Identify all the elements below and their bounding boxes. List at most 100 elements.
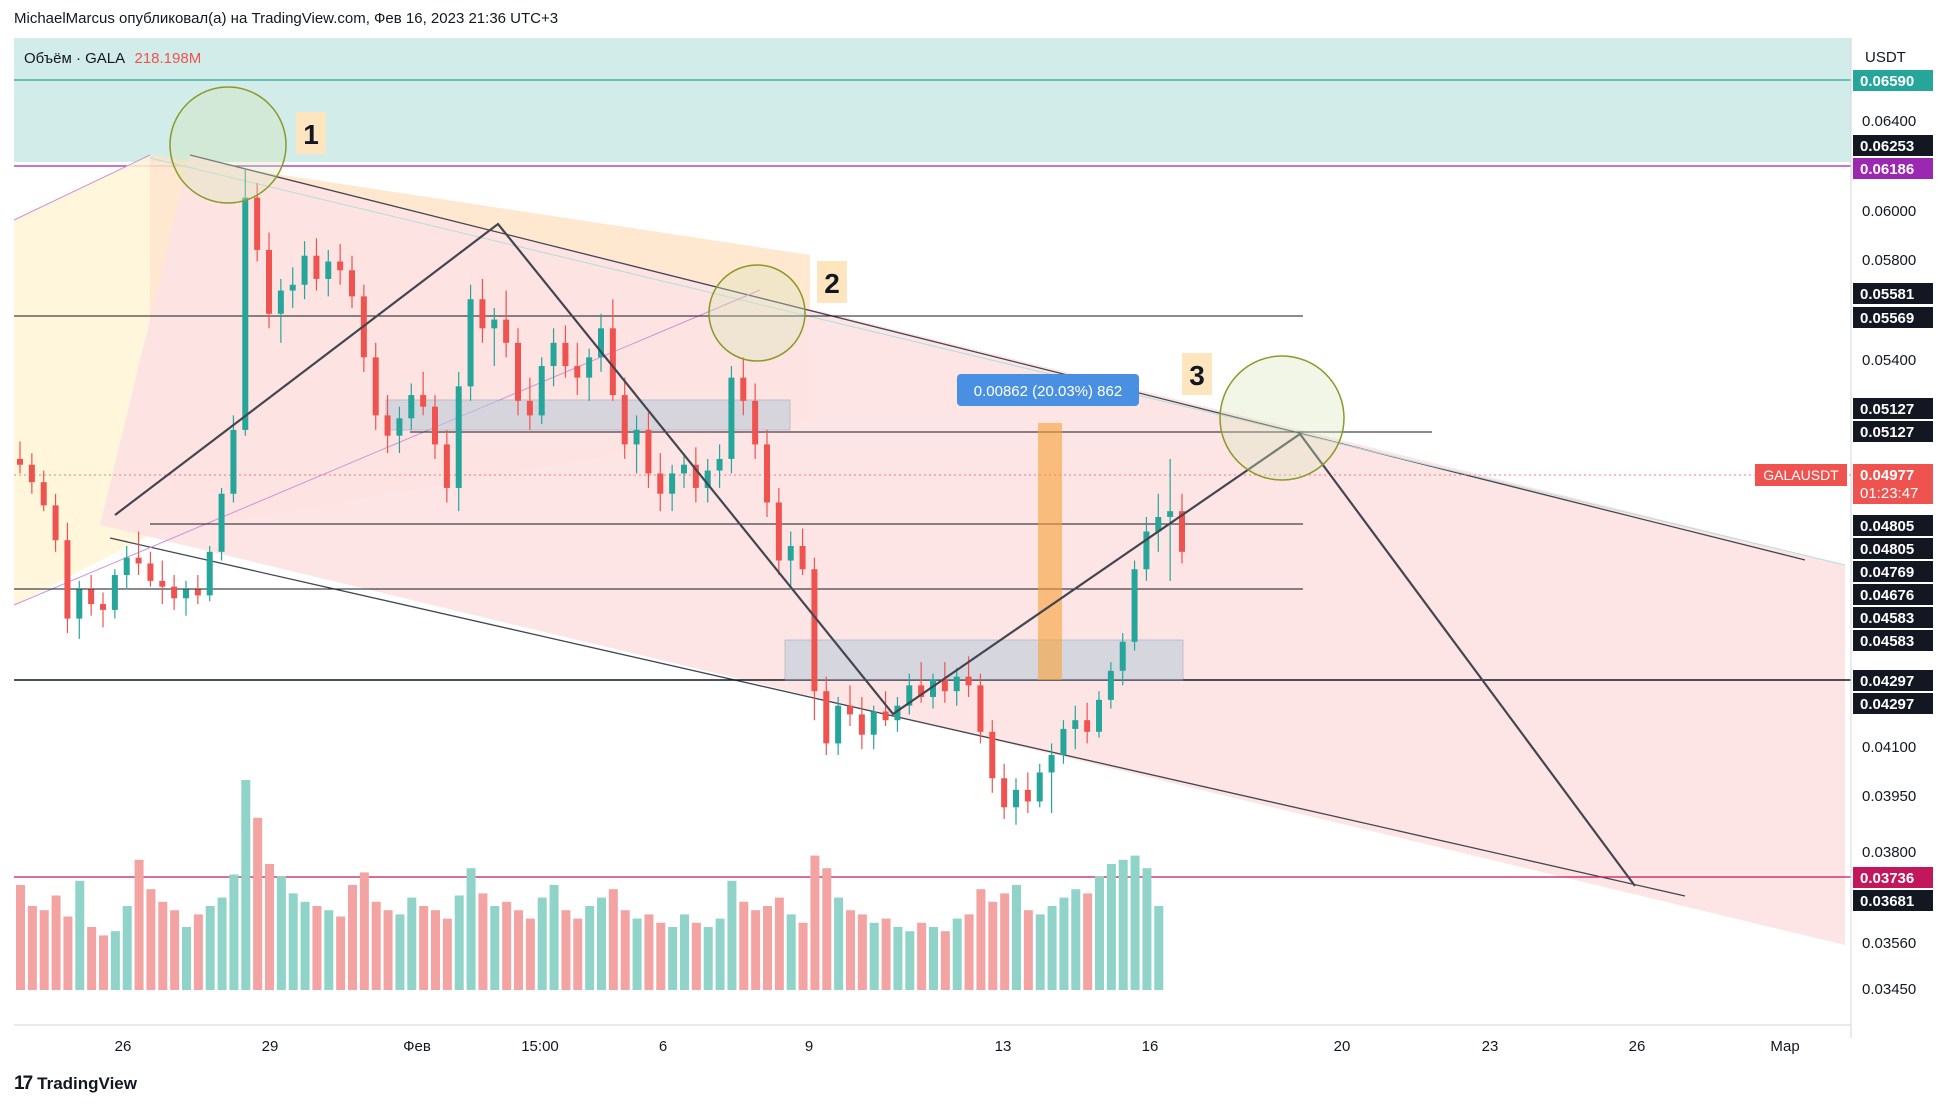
candle-body — [787, 546, 794, 561]
price-label-text: 0.03681 — [1860, 893, 1914, 910]
candle-body — [218, 493, 225, 552]
volume-bar — [371, 901, 381, 990]
volume-bar — [561, 910, 571, 990]
volume-bar — [1154, 906, 1164, 990]
time-axis[interactable]: 26 29 Фев 15:00 6 9 13 16 20 23 26 Мар — [115, 1038, 1800, 1055]
pitchfork-yellow-zone — [14, 155, 150, 605]
volume-bar — [193, 914, 203, 990]
candle-body — [254, 197, 261, 250]
volume-bar — [182, 927, 191, 990]
candle-body — [206, 551, 213, 596]
volume-bar — [502, 901, 512, 990]
volume-bar — [537, 897, 547, 990]
volume-bar — [75, 880, 85, 990]
volume-bar — [774, 897, 784, 990]
price-label-text: 0.04769 — [1860, 564, 1914, 581]
price-label-text: 0.05127 — [1860, 424, 1914, 441]
volume-bar — [27, 906, 37, 990]
volume-bar — [122, 906, 132, 990]
price-label-box — [1853, 398, 1933, 419]
price-tick: 0.03950 — [1862, 788, 1916, 805]
candle-body — [977, 685, 984, 732]
volume-bar — [786, 914, 796, 990]
volume-bar — [549, 885, 559, 990]
volume-bar — [703, 927, 713, 990]
volume-bar — [324, 910, 334, 990]
candle-body — [870, 711, 877, 735]
volume-bar — [514, 910, 523, 990]
candle-body — [526, 400, 533, 416]
price-axis[interactable]: USDT 0.06400 0.06000 0.05800 0.05400 0.04100… — [1862, 49, 1916, 998]
volume-bar — [348, 885, 357, 990]
price-label-box — [1853, 135, 1933, 156]
volume-legend[interactable]: Объём · GALA 218.198M — [24, 50, 201, 67]
volume-bar — [431, 910, 440, 990]
candle-body — [1048, 755, 1055, 773]
pitchfork-purple-upper — [13, 154, 151, 221]
descending-channel — [100, 155, 1845, 945]
channel-mid-line — [149, 157, 1846, 566]
measure-bar — [1038, 423, 1062, 680]
candle-body — [953, 676, 960, 692]
candle-body — [1131, 569, 1138, 642]
symbol-tag: GALAUSDT — [1755, 464, 1847, 486]
volume-bar — [597, 897, 606, 990]
price-tick: 0.05800 — [1862, 252, 1916, 269]
volume-bar — [205, 906, 215, 990]
price-label-box — [1853, 890, 1933, 911]
candle-body — [811, 569, 818, 692]
candle-body — [1001, 778, 1008, 808]
candle-body — [609, 328, 616, 396]
candle-body — [752, 400, 759, 445]
volume-bar — [383, 910, 393, 990]
volume-bar — [1095, 876, 1104, 990]
volume-bar — [727, 880, 737, 990]
price-label-text: 0.06590 — [1860, 73, 1914, 90]
volume-bar — [170, 910, 180, 990]
volume-bar — [359, 872, 369, 990]
time-tick: 26 — [1629, 1038, 1646, 1055]
candle-body — [40, 482, 47, 506]
candle-body — [1119, 641, 1126, 671]
candle-body — [455, 386, 462, 488]
candle-body — [277, 290, 284, 314]
price-label-box — [1853, 538, 1933, 559]
candle-body — [799, 546, 806, 570]
volume-bar — [905, 931, 915, 990]
time-tick: Фев — [403, 1038, 431, 1055]
volume-bar — [1000, 893, 1010, 990]
volume-bar — [680, 914, 689, 990]
volume-bar — [917, 922, 927, 990]
volume-bar — [1059, 897, 1069, 990]
volume-bar — [952, 918, 962, 990]
price-label-box — [1853, 421, 1933, 442]
time-tick: 29 — [262, 1038, 279, 1055]
footer-brand[interactable]: 17 TradingView — [14, 1073, 137, 1095]
volume-bar — [763, 906, 772, 990]
volume-bar — [312, 906, 322, 990]
volume-bar — [976, 889, 986, 990]
volume-bar — [241, 780, 251, 990]
candle-body — [325, 261, 332, 279]
volume-bar — [16, 885, 25, 990]
volume-bar — [300, 901, 310, 990]
marker-2-text: 2 — [824, 268, 840, 299]
time-tick: 20 — [1334, 1038, 1351, 1055]
volume-bar — [466, 868, 476, 990]
price-label-text: 0.05581 — [1860, 286, 1914, 303]
candle-body — [740, 377, 747, 401]
price-label-box — [1853, 307, 1933, 328]
time-tick: 6 — [659, 1038, 667, 1055]
candle-body — [1036, 772, 1043, 802]
volume-bar — [715, 918, 725, 990]
price-label-text: 0.05127 — [1860, 401, 1914, 418]
candle-body — [574, 366, 581, 378]
price-label-box — [1853, 584, 1933, 605]
candle-body — [443, 444, 450, 488]
candle-body — [930, 679, 936, 697]
marker-1-text: 1 — [303, 119, 319, 150]
candle-body — [408, 395, 415, 419]
volume-bar — [276, 876, 286, 990]
volume-bar — [644, 914, 654, 990]
